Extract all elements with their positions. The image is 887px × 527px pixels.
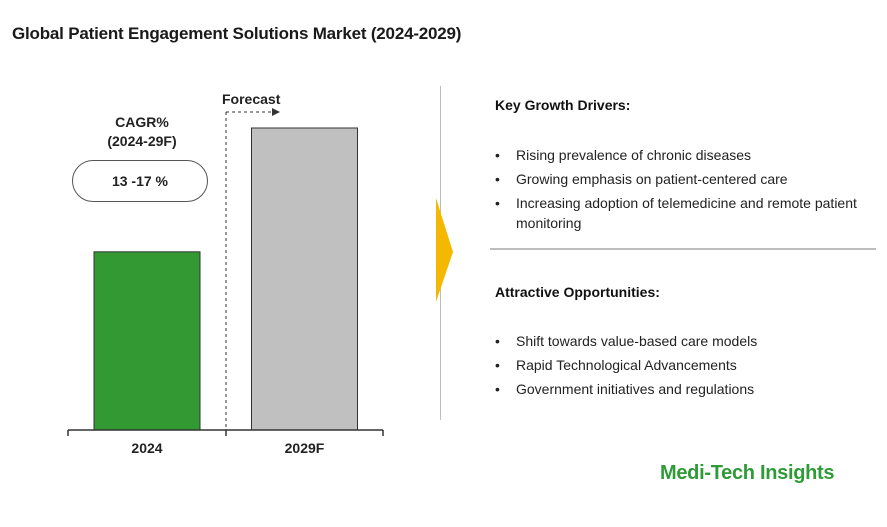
forecast-label: Forecast <box>222 91 281 107</box>
attractive-opportunities-heading: Attractive Opportunities: <box>495 284 660 300</box>
bar-2029f <box>251 127 358 431</box>
list-item: Government initiatives and regulations <box>495 379 875 399</box>
section-divider <box>490 248 876 250</box>
forecast-arrowhead-icon <box>272 108 280 116</box>
chevron-right-icon <box>436 198 453 302</box>
key-growth-drivers-list: Rising prevalence of chronic diseases Gr… <box>495 145 875 237</box>
key-growth-drivers-heading: Key Growth Drivers: <box>495 97 631 113</box>
x-tick-labels-group: 2024 2029F <box>131 440 324 456</box>
list-item: Growing emphasis on patient-centered car… <box>495 169 875 189</box>
bar-chart: 2024 2029F <box>67 108 384 456</box>
brand-logo: Medi-Tech Insights <box>660 462 835 484</box>
cagr-label: CAGR% (2024-29F) <box>92 113 192 151</box>
cagr-value: 13 -17 % <box>111 173 169 189</box>
list-item: Shift towards value-based care models <box>495 331 875 351</box>
cagr-label-line2: (2024-29F) <box>107 133 177 149</box>
x-tick-label: 2024 <box>131 440 162 456</box>
page-title: Global Patient Engagement Solutions Mark… <box>12 24 462 43</box>
list-item: Increasing adoption of telemedicine and … <box>495 193 861 233</box>
cagr-value-badge: 13 -17 % <box>72 160 208 202</box>
list-item: Rapid Technological Advancements <box>495 355 875 375</box>
bars-group <box>93 127 358 431</box>
bar-2024 <box>93 251 201 431</box>
attractive-opportunities-list: Shift towards value-based care models Ra… <box>495 331 875 403</box>
cagr-label-line1: CAGR% <box>115 114 169 130</box>
x-tick-label: 2029F <box>285 440 325 456</box>
list-item: Rising prevalence of chronic diseases <box>495 145 875 165</box>
